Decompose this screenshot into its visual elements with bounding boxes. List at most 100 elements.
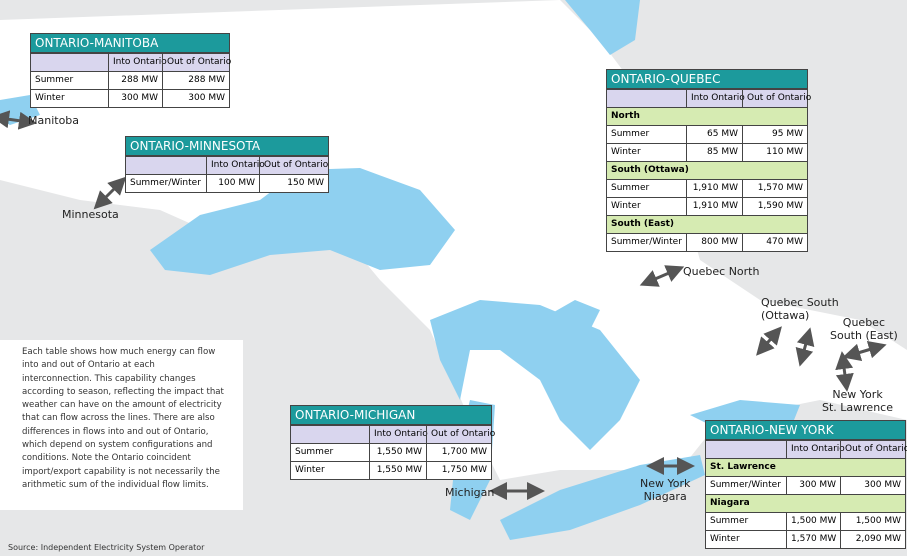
table-cell: 95 MW [742, 126, 807, 143]
header-cell [607, 90, 686, 107]
column-header: Into Ontario [786, 441, 845, 458]
column-header-row: Into Ontario Out of Ontario [291, 425, 495, 443]
table-row: Winter 1,550 MW 1,750 MW [291, 461, 491, 479]
arrow [639, 265, 685, 287]
table-cell: Winter [611, 201, 641, 211]
arrow [0, 110, 37, 130]
table-cell: Summer [710, 516, 749, 526]
map-label: Quebec South (Ottawa) [761, 296, 839, 322]
lake-huron [430, 300, 640, 450]
arrows [0, 110, 887, 500]
table-cell: 2,090 MW [840, 531, 905, 548]
table-cell: 1,590 MW [742, 198, 807, 215]
column-header-row: Into Ontario Out of Ontario [607, 89, 811, 107]
table-cell: Summer [611, 183, 650, 193]
arrow [842, 340, 887, 362]
column-header: Out of Ontario [259, 157, 328, 174]
table-row: Summer 1,500 MW 1,500 MW [706, 512, 905, 530]
table-cell: 65 MW [686, 126, 742, 143]
arrow [93, 176, 127, 210]
lake-erie [500, 455, 705, 540]
table-cell: 300 MW [786, 477, 840, 494]
section-heading: Niagara [706, 494, 905, 512]
table-cell: 1,700 MW [426, 444, 491, 461]
table-title: ONTARIO-QUEBEC [607, 70, 807, 89]
map-label-line: (Ottawa) [761, 309, 810, 322]
lake-nipigon [540, 300, 600, 330]
map-label: Minnesota [62, 208, 119, 221]
table: ONTARIO-MINNESOTA Into Ontario Out of Onta… [125, 136, 329, 193]
column-header-row: Into Ontario Out of Ontario [126, 156, 328, 174]
map-label-line: Manitoba [28, 114, 80, 127]
table-cell: 1,550 MW [369, 462, 426, 479]
table-cell: 1,750 MW [426, 462, 491, 479]
source: Source: Independent Electricity System O… [8, 543, 205, 552]
table-cell: Summer/Winter [130, 178, 201, 188]
section-heading: South (Ottawa) [607, 161, 807, 179]
table-cell: 1,550 MW [369, 444, 426, 461]
table-cell: 1,570 MW [786, 531, 840, 548]
map-label-line: New York [832, 388, 883, 401]
table-cell: 288 MW [108, 72, 162, 89]
table: ONTARIO-NEW YORK Into Ontario Out of Ontar… [705, 420, 907, 549]
table-cell: 1,500 MW [786, 513, 840, 530]
header-cell [706, 441, 786, 458]
column-header: Out of Ontario [426, 426, 495, 443]
table-row: Winter 1,910 MW 1,590 MW [607, 197, 807, 215]
table-row: Summer 65 MW 95 MW [607, 125, 807, 143]
table-title: ONTARIO-MANITOBA [31, 34, 229, 53]
table-row: Winter 85 MW 110 MW [607, 143, 807, 161]
table-cell: 110 MW [742, 144, 807, 161]
table-cell: 1,500 MW [840, 513, 905, 530]
table-row: Summer 1,910 MW 1,570 MW [607, 179, 807, 197]
section-heading: South (East) [607, 215, 807, 233]
map-label-line: New York [640, 477, 691, 490]
table-row: Summer 1,550 MW 1,700 MW [291, 443, 491, 461]
table-cell: 300 MW [840, 477, 905, 494]
column-header-row: Into Ontario Out of Ontario [31, 53, 231, 71]
table-cell: 288 MW [162, 72, 229, 89]
column-header: Out of Ontario [840, 441, 907, 458]
column-header: Into Ontario [108, 54, 167, 71]
table-title: ONTARIO-MICHIGAN [291, 406, 491, 425]
section-heading: St. Lawrence [706, 458, 905, 476]
table-row: Summer 288 MW 288 MW [31, 71, 229, 89]
table: ONTARIO-MANITOBA Into Ontario Out of Ontar… [30, 33, 231, 108]
table-row: Summer/Winter 300 MW 300 MW [706, 476, 905, 494]
table-title: ONTARIO-MINNESOTA [126, 137, 328, 156]
table-row: Summer/Winter 100 MW 150 MW [126, 174, 328, 192]
table-cell: Summer/Winter [710, 480, 781, 490]
column-header-row: Into Ontario Out of Ontario [706, 440, 907, 458]
table-row: Summer/Winter 800 MW 470 MW [607, 233, 807, 251]
table: ONTARIO-MICHIGAN Into Ontario Out of Ontar… [290, 405, 495, 480]
table-cell: 150 MW [259, 175, 328, 192]
header-cell [291, 426, 369, 443]
table-cell: 300 MW [108, 90, 162, 107]
table-cell: 1,910 MW [686, 180, 742, 197]
column-header: Into Ontario [206, 157, 265, 174]
map-label: Quebec South (East) [830, 316, 898, 342]
map-label: New York St. Lawrence [822, 388, 893, 414]
table-cell: 1,910 MW [686, 198, 742, 215]
table-cell: 85 MW [686, 144, 742, 161]
map-label: Michigan [445, 486, 494, 499]
table-cell: 300 MW [162, 90, 229, 107]
column-header: Out of Ontario [162, 54, 231, 71]
map-label-line: Niagara [643, 490, 687, 503]
header-cell [31, 54, 108, 71]
table-cell: Winter [35, 93, 65, 103]
section-heading: North [607, 107, 807, 125]
map-label-line: Quebec South [761, 296, 839, 309]
map-label-line: Michigan [445, 486, 495, 499]
table-cell: Winter [710, 534, 740, 544]
map-label: Quebec North [683, 265, 759, 278]
table-title: ONTARIO-NEW YORK [706, 421, 905, 440]
table-cell: Summer [35, 75, 74, 85]
table-cell: Winter [295, 465, 325, 475]
column-header: Into Ontario [369, 426, 428, 443]
table-cell: 100 MW [206, 175, 259, 192]
map-label-line: St. Lawrence [822, 401, 893, 414]
lake-superior [150, 168, 455, 275]
column-header: Out of Ontario [742, 90, 811, 107]
